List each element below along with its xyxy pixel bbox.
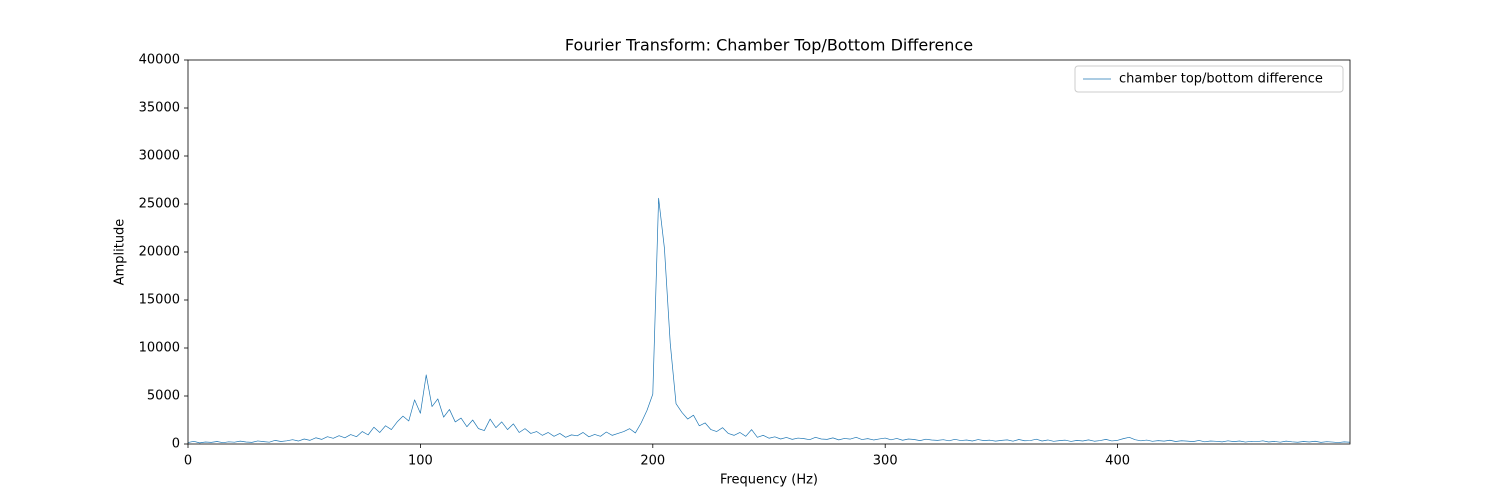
y-axis-label: Amplitude [113,219,128,286]
y-tick-label: 10000 [139,341,180,356]
y-tick-label: 5000 [147,389,180,404]
legend-label: chamber top/bottom difference [1119,72,1323,87]
y-tick-label: 15000 [139,293,180,308]
y-tick-label: 25000 [139,197,180,212]
legend-box [1074,65,1344,93]
y-tick-label: 0 [172,437,180,452]
chart-title: Fourier Transform: Chamber Top/Bottom Di… [565,36,973,55]
x-tick-label: 0 [184,454,192,469]
plot-frame [187,59,1351,445]
x-tick-label: 400 [1105,454,1130,469]
y-tick-label: 40000 [139,53,180,68]
x-tick-label: 100 [408,454,433,469]
x-axis-label: Frequency (Hz) [720,473,818,488]
x-tick-label: 200 [640,454,665,469]
y-tick-label: 30000 [139,149,180,164]
y-tick-label: 35000 [139,101,180,116]
y-tick-label: 20000 [139,245,180,260]
data-line [187,197,1351,444]
x-tick-label: 300 [873,454,898,469]
